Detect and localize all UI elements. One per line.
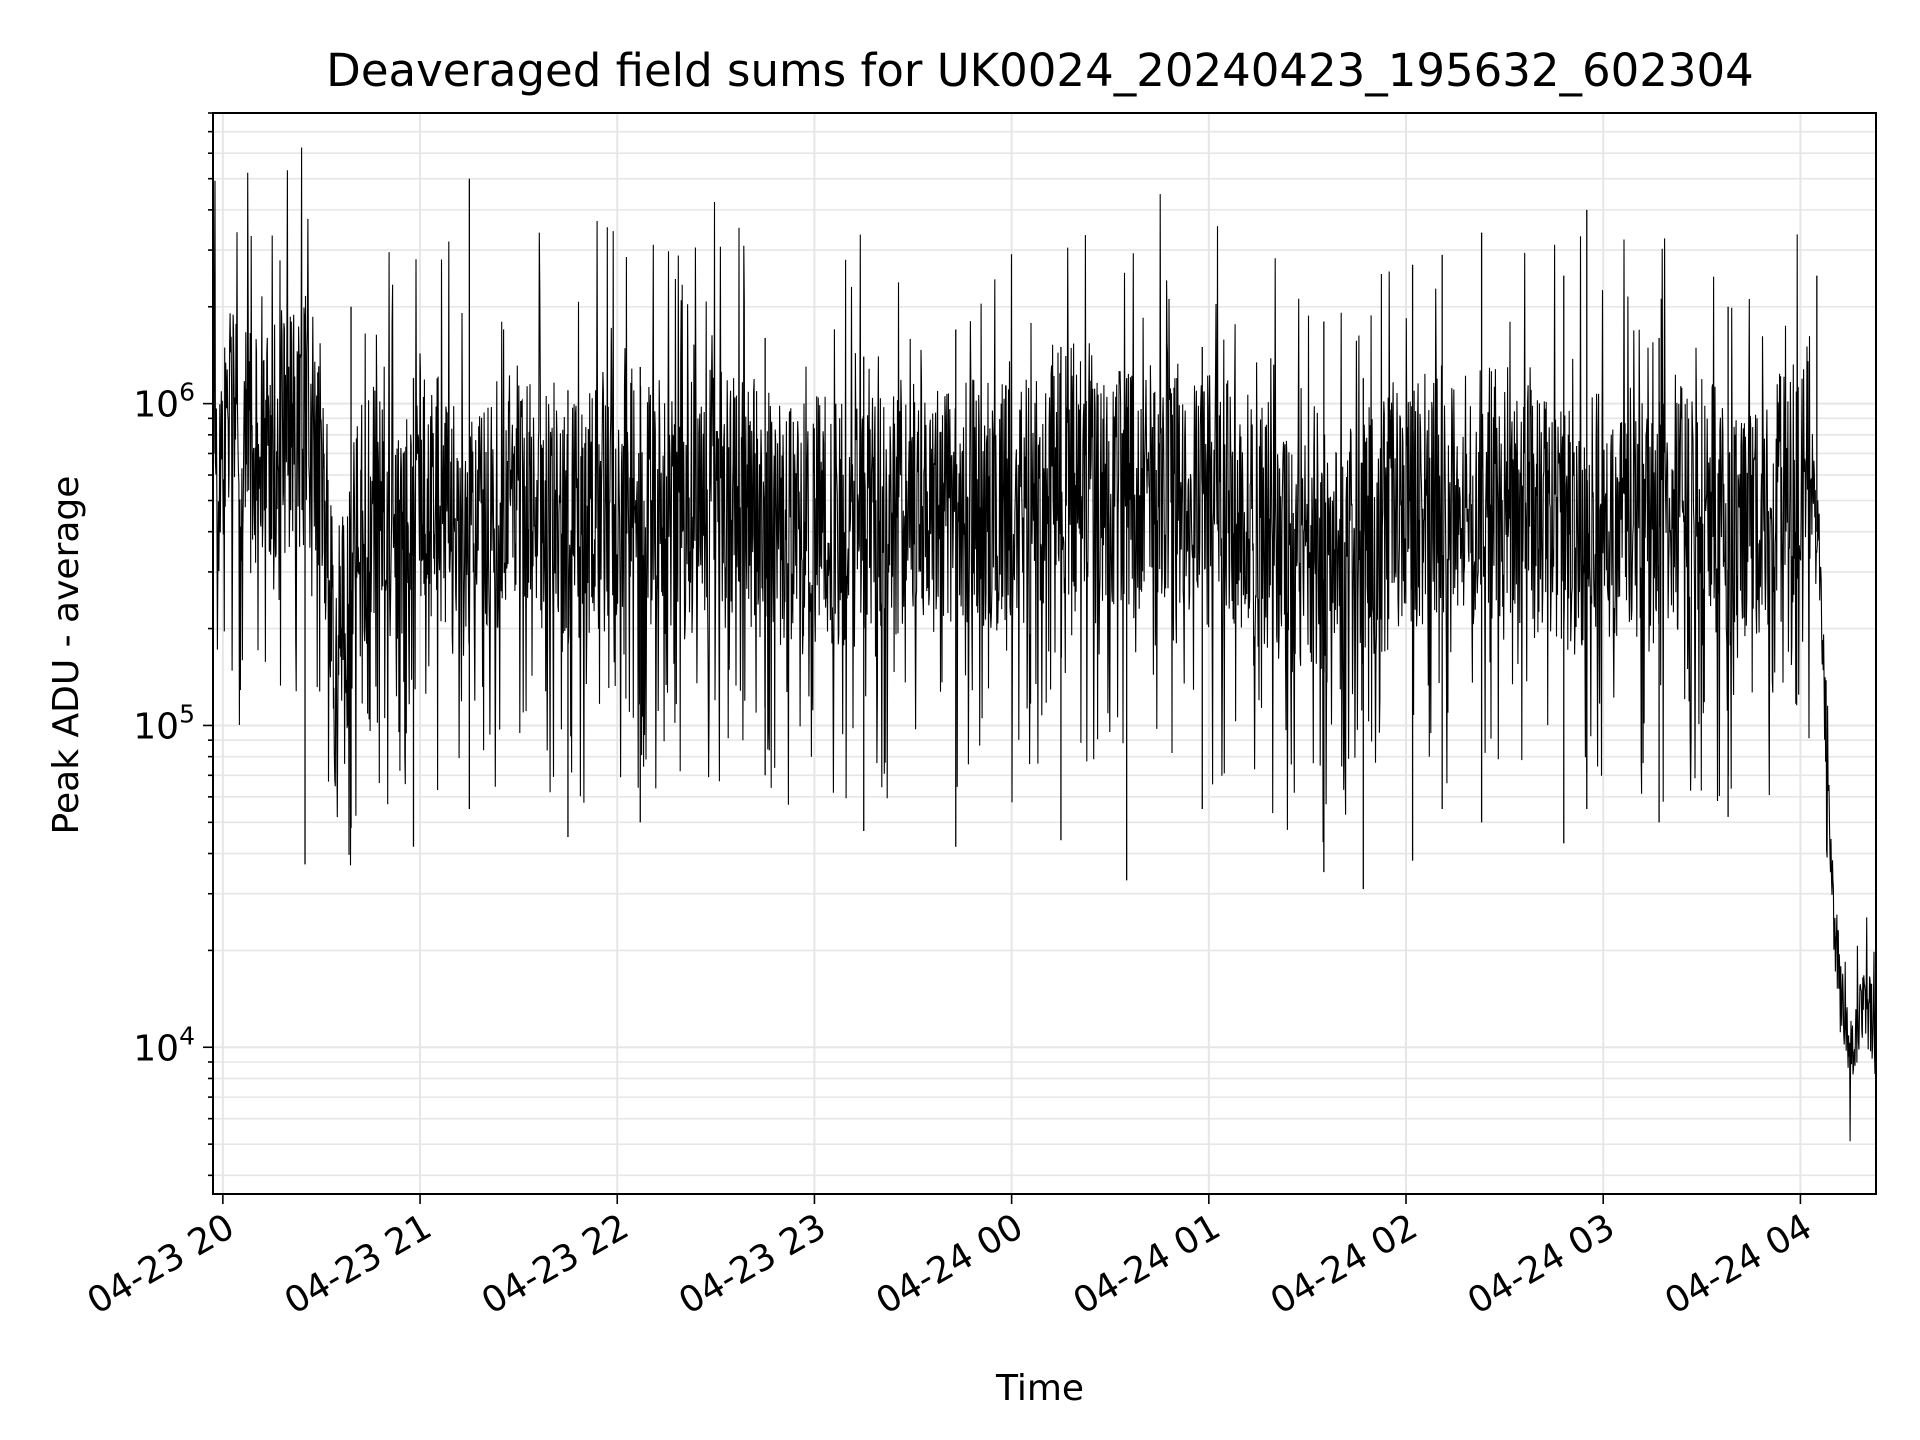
y-tick-label: 104 — [133, 1021, 195, 1069]
data-layer — [212, 147, 1877, 1142]
y-tick-label: 106 — [133, 378, 195, 426]
y-tick-label: 105 — [133, 699, 195, 747]
plot-frame — [212, 112, 1877, 1195]
x-axis-label: Time — [995, 1368, 1084, 1409]
data-series-line — [212, 147, 1877, 1142]
y-axis-label: Peak ADU - average — [46, 476, 87, 835]
chart-title: Deaveraged field sums for UK0024_2024042… — [326, 44, 1754, 97]
